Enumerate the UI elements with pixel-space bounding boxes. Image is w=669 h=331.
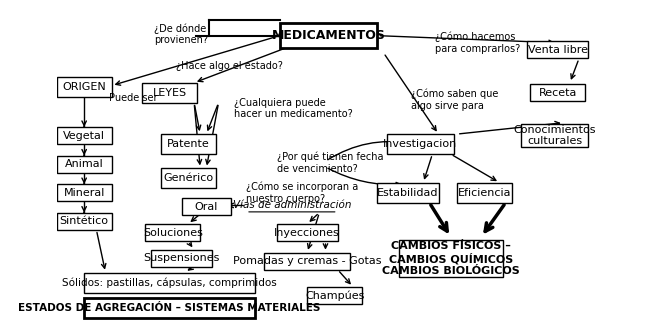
FancyBboxPatch shape <box>145 224 200 241</box>
Text: Vías de administración: Vías de administración <box>233 201 351 211</box>
FancyBboxPatch shape <box>84 298 255 318</box>
Text: Soluciones: Soluciones <box>142 228 203 238</box>
Text: ¿De dónde
provienen?: ¿De dónde provienen? <box>155 23 209 45</box>
Text: Conocimientos
culturales: Conocimientos culturales <box>513 125 596 146</box>
FancyBboxPatch shape <box>527 41 588 59</box>
Text: Pomadas y cremas - Gotas: Pomadas y cremas - Gotas <box>233 256 381 266</box>
FancyBboxPatch shape <box>182 198 231 215</box>
FancyBboxPatch shape <box>530 84 585 101</box>
Text: Mineral: Mineral <box>64 188 105 198</box>
Text: Animal: Animal <box>65 159 104 169</box>
Text: ESTADOS DE AGREGACIÓN – SISTEMAS MATERIALES: ESTADOS DE AGREGACIÓN – SISTEMAS MATERIA… <box>19 303 321 313</box>
Text: Champúes: Champúes <box>305 290 365 301</box>
Text: ¿Por qué tienen fecha
de vencimiento?: ¿Por qué tienen fecha de vencimiento? <box>276 152 383 174</box>
FancyBboxPatch shape <box>307 287 362 304</box>
FancyBboxPatch shape <box>142 83 197 103</box>
Text: Patente: Patente <box>167 139 209 149</box>
FancyBboxPatch shape <box>57 184 112 201</box>
FancyBboxPatch shape <box>161 168 215 188</box>
Text: Genérico: Genérico <box>163 173 213 183</box>
Text: Inyecciones: Inyecciones <box>274 228 340 238</box>
Text: LEYES: LEYES <box>153 88 187 98</box>
Text: ORIGEN: ORIGEN <box>62 82 106 92</box>
FancyBboxPatch shape <box>457 183 512 203</box>
Text: ¿Cualquiera puede
hacer un medicamento?: ¿Cualquiera puede hacer un medicamento? <box>234 98 353 119</box>
FancyBboxPatch shape <box>264 253 350 270</box>
FancyBboxPatch shape <box>521 124 588 147</box>
Text: Venta libre: Venta libre <box>528 45 587 55</box>
Text: Sólidos: pastillas, cápsulas, comprimidos: Sólidos: pastillas, cápsulas, comprimido… <box>62 277 277 288</box>
Text: ¿Cómo saben que
algo sirve para: ¿Cómo saben que algo sirve para <box>411 89 498 111</box>
FancyBboxPatch shape <box>57 127 112 144</box>
Text: MEDICAMENTOS: MEDICAMENTOS <box>272 29 385 42</box>
Text: ¿Hace algo el estado?: ¿Hace algo el estado? <box>176 61 283 71</box>
FancyBboxPatch shape <box>57 77 112 97</box>
FancyBboxPatch shape <box>387 134 454 154</box>
Text: ¿Cómo hacemos
para comprarlos?: ¿Cómo hacemos para comprarlos? <box>436 32 520 54</box>
Text: Oral: Oral <box>195 202 218 212</box>
FancyBboxPatch shape <box>151 250 213 267</box>
FancyBboxPatch shape <box>84 272 255 293</box>
Text: Vegetal: Vegetal <box>63 130 105 141</box>
Text: Puede ser: Puede ser <box>108 93 157 103</box>
Text: CAMBIOS FÍSICOS –
CAMBIOS QUÍMICOS
CAMBIOS BIOLÓGICOS: CAMBIOS FÍSICOS – CAMBIOS QUÍMICOS CAMBI… <box>382 241 520 276</box>
Text: Suspensiones: Suspensiones <box>144 253 220 263</box>
FancyBboxPatch shape <box>57 213 112 230</box>
FancyBboxPatch shape <box>280 23 377 48</box>
Text: Investigacion: Investigacion <box>383 139 458 149</box>
FancyBboxPatch shape <box>399 240 502 277</box>
Text: Receta: Receta <box>539 88 577 98</box>
FancyBboxPatch shape <box>377 183 438 203</box>
Text: Sintético: Sintético <box>60 216 108 226</box>
Text: Estabilidad: Estabilidad <box>377 188 439 198</box>
Text: ¿Cómo se incorporan a
nuestro cuerpo?: ¿Cómo se incorporan a nuestro cuerpo? <box>246 182 359 204</box>
Text: Eficiencia: Eficiencia <box>458 188 511 198</box>
FancyBboxPatch shape <box>276 224 338 241</box>
FancyBboxPatch shape <box>161 134 215 154</box>
FancyBboxPatch shape <box>57 156 112 173</box>
